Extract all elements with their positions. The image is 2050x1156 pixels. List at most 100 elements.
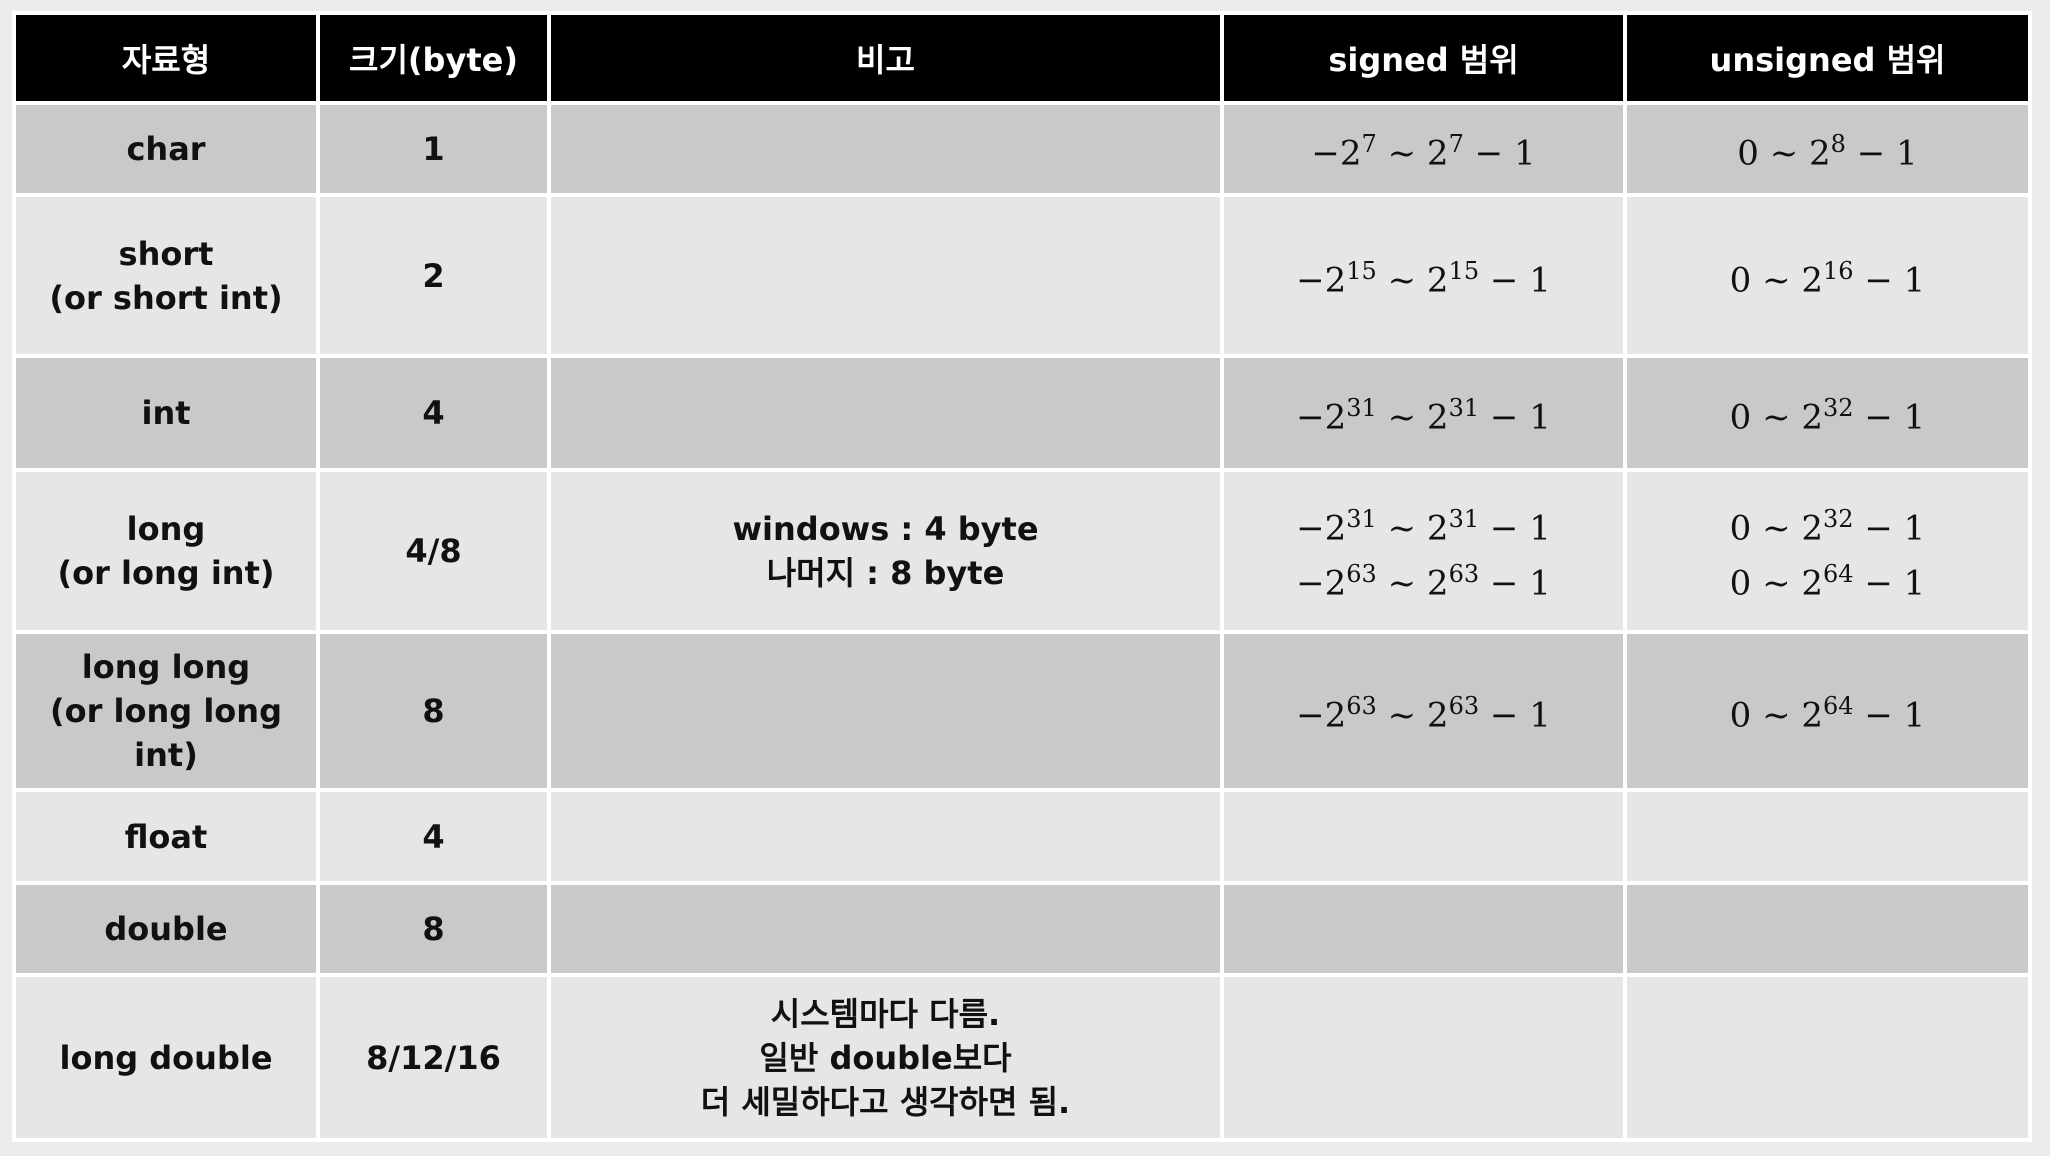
unsigned-range-line: 0 ~ 232 − 1 bbox=[1627, 496, 2028, 551]
exponent: 32 bbox=[1823, 504, 1854, 533]
exponent: 7 bbox=[1448, 130, 1464, 159]
type-cell: double bbox=[12, 881, 320, 977]
range-text: − 1 bbox=[1479, 695, 1551, 736]
type-cell: long (or long int) bbox=[12, 468, 320, 634]
type-line: (or long int) bbox=[57, 554, 275, 592]
exponent: 31 bbox=[1346, 504, 1377, 533]
range-text: −2 bbox=[1296, 563, 1347, 604]
exponent: 32 bbox=[1823, 394, 1854, 423]
size-cell: 4/8 bbox=[316, 468, 551, 634]
note-line: 일반 double보다 bbox=[759, 1038, 1012, 1077]
note-cell: 시스템마다 다름. 일반 double보다 더 세밀하다고 생각하면 됨. bbox=[547, 973, 1224, 1142]
range-text: − 1 bbox=[1853, 508, 1926, 548]
header-unsigned-range: unsigned 범위 bbox=[1623, 11, 2032, 105]
range-text: 0 ~ 2 bbox=[1729, 695, 1824, 736]
note-cell: windows : 4 byte 나머지 : 8 byte bbox=[547, 468, 1224, 634]
unsigned-range-cell: 0 ~ 232 − 1 bbox=[1623, 354, 2032, 472]
note-line: windows : 4 byte bbox=[732, 510, 1039, 548]
unsigned-range-line: 0 ~ 264 − 1 bbox=[1627, 683, 2028, 738]
exponent: 63 bbox=[1346, 692, 1377, 721]
exponent: 15 bbox=[1448, 256, 1480, 285]
unsigned-range-line: 0 ~ 216 − 1 bbox=[1627, 248, 2028, 303]
header-type: 자료형 bbox=[12, 11, 320, 105]
size-cell: 8 bbox=[316, 881, 551, 977]
exponent: 31 bbox=[1346, 394, 1377, 423]
type-cell: long long (or long long int) bbox=[12, 630, 320, 792]
exponent: 8 bbox=[1830, 130, 1846, 159]
unsigned-range-cell: 0 ~ 264 − 1 bbox=[1623, 630, 2032, 792]
exponent: 63 bbox=[1448, 560, 1480, 588]
exponent: 64 bbox=[1823, 692, 1854, 721]
type-cell: long double bbox=[12, 973, 320, 1142]
range-text: 0 ~ 2 bbox=[1729, 397, 1824, 438]
signed-range-cell: −27 ~ 27 − 1 bbox=[1220, 101, 1627, 197]
signed-range-cell bbox=[1220, 881, 1627, 977]
size-cell: 1 bbox=[316, 101, 551, 197]
signed-range-line: −231 ~ 231 − 1 bbox=[1224, 385, 1623, 440]
type-line: (or long long int) bbox=[50, 692, 282, 774]
note-cell bbox=[547, 630, 1224, 792]
signed-range-line: −231 ~ 231 − 1 bbox=[1224, 496, 1623, 551]
range-text: 0 ~ 2 bbox=[1729, 508, 1824, 548]
range-text: − 1 bbox=[1845, 133, 1918, 174]
range-text: ~ 2 bbox=[1376, 260, 1449, 301]
range-text: − 1 bbox=[1853, 695, 1926, 736]
unsigned-range-line: 0 ~ 232 − 1 bbox=[1627, 385, 2028, 440]
header-size: 크기(byte) bbox=[316, 11, 551, 105]
exponent: 63 bbox=[1346, 560, 1377, 588]
exponent: 64 bbox=[1823, 560, 1854, 588]
range-text: −2 bbox=[1296, 508, 1347, 548]
data-type-table: 자료형 크기(byte) 비고 signed 범위 unsigned 범위 ch… bbox=[12, 11, 2032, 1142]
unsigned-range-line: 0 ~ 264 − 1 bbox=[1627, 551, 2028, 606]
range-text: ~ 2 bbox=[1376, 695, 1449, 736]
signed-range-cell: −231 ~ 231 − 1 bbox=[1220, 354, 1627, 472]
signed-range-cell: −231 ~ 231 − 1 −263 ~ 263 − 1 bbox=[1220, 468, 1627, 634]
signed-range-line: −215 ~ 215 − 1 bbox=[1224, 248, 1623, 303]
size-cell: 4 bbox=[316, 354, 551, 472]
note-cell bbox=[547, 101, 1224, 197]
range-text: − 1 bbox=[1463, 133, 1536, 174]
note-line: 시스템마다 다름. bbox=[770, 994, 1001, 1033]
type-line: float bbox=[124, 817, 208, 856]
unsigned-range-cell: 0 ~ 28 − 1 bbox=[1623, 101, 2032, 197]
range-text: −2 bbox=[1296, 260, 1347, 301]
size-cell: 8 bbox=[316, 630, 551, 792]
size-cell: 4 bbox=[316, 788, 551, 885]
range-text: ~ 2 bbox=[1376, 397, 1449, 438]
range-text: ~ 2 bbox=[1376, 508, 1449, 548]
table-row: long double 8/12/16 시스템마다 다름. 일반 double보다 더 … bbox=[12, 973, 2032, 1142]
exponent: 63 bbox=[1448, 692, 1480, 721]
exponent: 15 bbox=[1346, 256, 1377, 285]
range-text: −2 bbox=[1296, 397, 1347, 438]
signed-range-line: −27 ~ 27 − 1 bbox=[1224, 121, 1623, 176]
range-text: −2 bbox=[1296, 695, 1347, 736]
range-text: − 1 bbox=[1853, 563, 1926, 604]
table-row: double 8 bbox=[12, 881, 2032, 977]
header-signed-range: signed 범위 bbox=[1220, 11, 1627, 105]
range-text: − 1 bbox=[1479, 563, 1551, 604]
signed-range-cell bbox=[1220, 973, 1627, 1142]
type-line: double bbox=[104, 910, 228, 948]
unsigned-range-cell bbox=[1623, 881, 2032, 977]
type-line: (or short int) bbox=[49, 278, 283, 317]
signed-range-line: −263 ~ 263 − 1 bbox=[1224, 683, 1623, 738]
note-line: 나머지 : 8 byte bbox=[766, 554, 1005, 592]
type-line: long bbox=[126, 510, 206, 548]
type-cell: int bbox=[12, 354, 320, 472]
range-text: − 1 bbox=[1479, 508, 1551, 548]
note-cell bbox=[547, 881, 1224, 977]
range-text: −2 bbox=[1311, 133, 1362, 174]
size-cell: 2 bbox=[316, 193, 551, 358]
range-text: − 1 bbox=[1479, 260, 1551, 301]
type-line: char bbox=[126, 130, 206, 168]
range-text: 0 ~ 2 bbox=[1729, 260, 1824, 301]
range-text: − 1 bbox=[1853, 260, 1926, 301]
range-text: ~ 2 bbox=[1376, 133, 1449, 174]
exponent: 31 bbox=[1448, 504, 1480, 533]
range-text: − 1 bbox=[1853, 397, 1926, 438]
size-cell: 8/12/16 bbox=[316, 973, 551, 1142]
note-cell bbox=[547, 354, 1224, 472]
